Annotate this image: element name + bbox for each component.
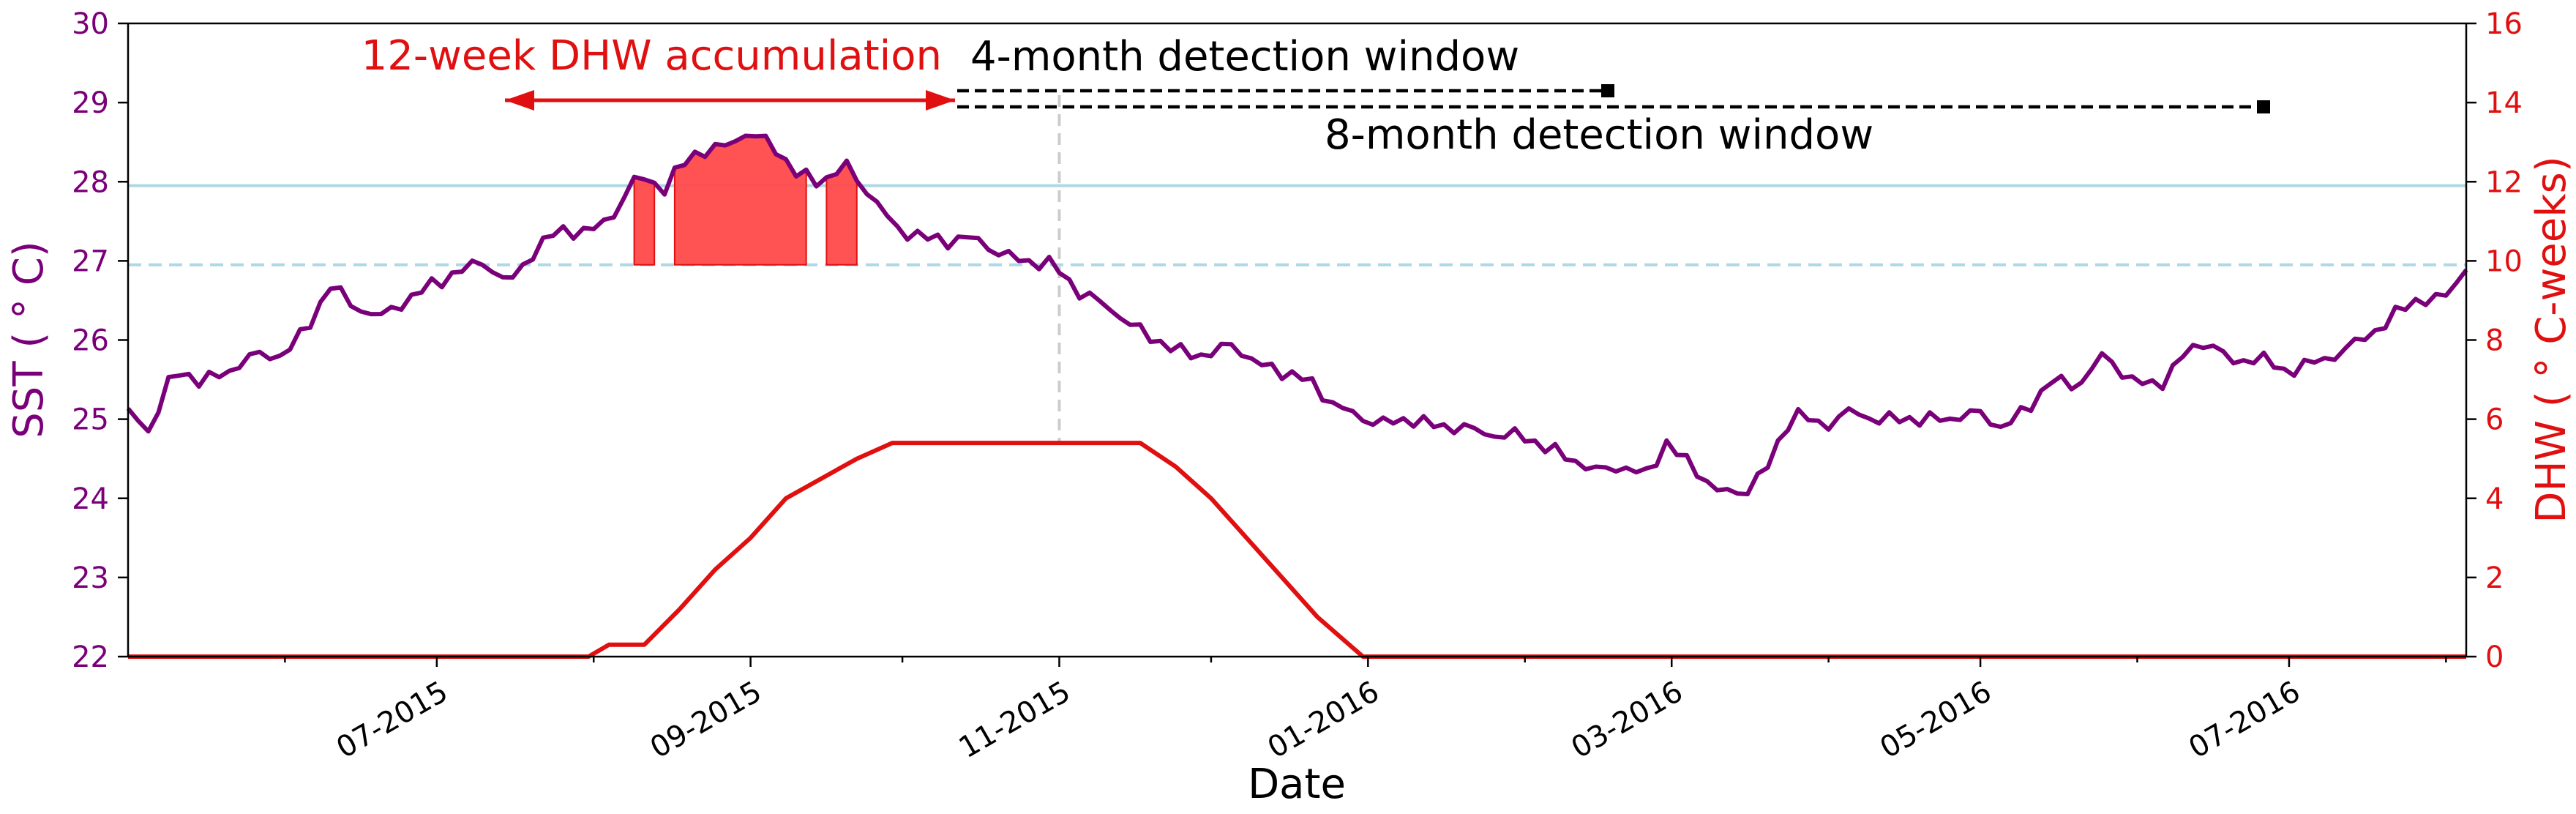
detection-window-8-month-marker [2257, 100, 2270, 113]
y-axis-left-label: SST ( ° C) [5, 241, 53, 438]
y-right-tick-label: 0 [2485, 641, 2504, 674]
y-right-tick-label: 12 [2485, 165, 2523, 199]
y-right-tick-label: 16 [2485, 7, 2523, 41]
sst-series [126, 133, 2468, 496]
x-tick-label: 01-2016 [1262, 675, 1385, 765]
y-right-tick-label: 2 [2485, 561, 2504, 595]
y-left-tick-label: 29 [72, 86, 109, 120]
x-tick-label: 11-2015 [954, 675, 1077, 765]
y-left-tick-label: 25 [72, 403, 109, 437]
y-left-tick-label: 24 [72, 482, 109, 516]
y-left-tick-label: 23 [72, 561, 109, 595]
y-right-tick-label: 6 [2485, 403, 2504, 437]
y-right-tick-label: 10 [2485, 244, 2523, 278]
y-right-tick-label: 8 [2485, 324, 2504, 358]
plot-area [128, 23, 2466, 657]
y-left-tick-label: 30 [72, 7, 109, 41]
annotation-4-month: 4-month detection window [970, 33, 1519, 81]
annotations: 12-week DHW accumulation 4-month detecti… [362, 32, 2270, 159]
dhw-series [128, 441, 2466, 659]
y-left-tick-label: 22 [72, 641, 109, 674]
x-tick-label: 07-2015 [331, 675, 454, 765]
annotation-12-week: 12-week DHW accumulation [362, 32, 942, 80]
dhw-exceedance-fill [633, 135, 858, 266]
sst-line [126, 133, 2468, 496]
y-right-tick-label: 4 [2485, 482, 2504, 516]
detection-window-4-month-marker [1601, 84, 1614, 97]
y-left-tick-label: 28 [72, 165, 109, 199]
x-axis-label: Date [1248, 761, 1346, 808]
threshold-lines [128, 184, 2466, 266]
y-left-tick-label: 27 [72, 244, 109, 278]
x-tick-label: 07-2016 [2183, 675, 2306, 765]
y-right-tick-label: 14 [2485, 86, 2523, 120]
x-axis: 07-2015 09-2015 11-2015 01-2016 03-2016 05-20… [284, 657, 2447, 765]
annotation-8-month: 8-month detection window [1325, 111, 1873, 159]
y-axis-right-label: DHW ( ° C-weeks) [2528, 156, 2575, 523]
accumulation-arrow-head-right [926, 90, 955, 111]
y-axis-left: 22 23 24 25 26 27 28 29 30 [72, 7, 128, 674]
x-tick-label: 03-2016 [1566, 675, 1689, 765]
dhw-line [128, 441, 2466, 659]
plot-frame [128, 23, 2466, 657]
y-left-tick-label: 26 [72, 324, 109, 358]
x-tick-label: 09-2015 [645, 675, 768, 765]
x-tick-label: 05-2016 [1874, 675, 1997, 765]
y-axis-right: 0 2 4 6 8 10 12 14 16 [2466, 7, 2523, 674]
accumulation-arrow-head-left [505, 90, 534, 111]
exceedance-area-0 [633, 176, 656, 266]
